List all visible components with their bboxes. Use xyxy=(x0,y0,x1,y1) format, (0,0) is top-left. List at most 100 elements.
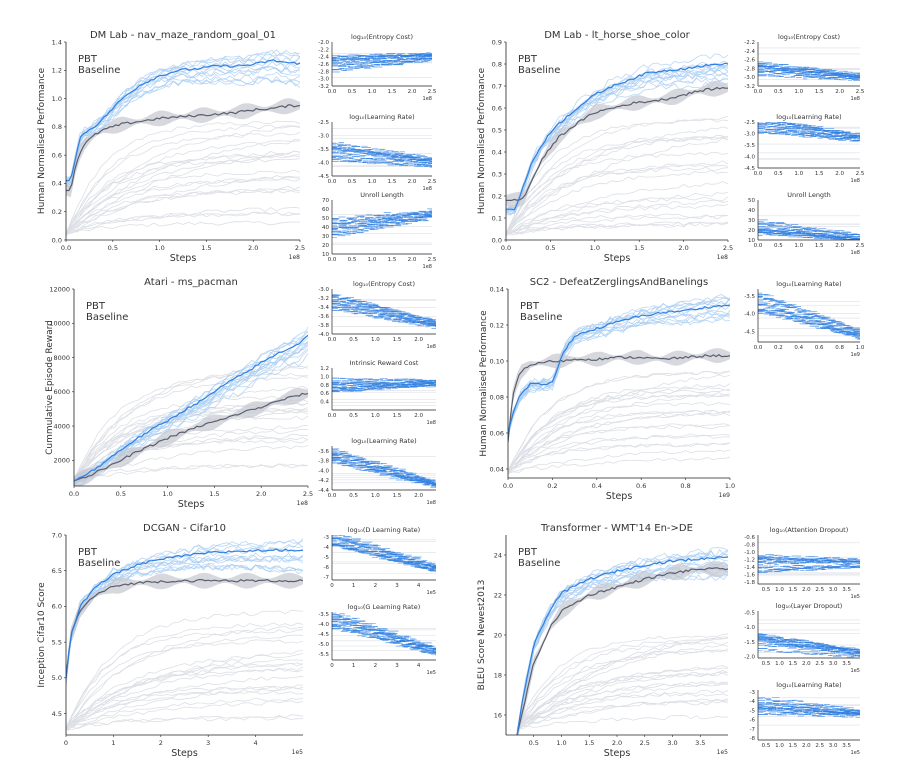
subplot-x-tick-label: 1.0 xyxy=(794,243,803,249)
subplot-x-tick-label: 0.5 xyxy=(348,89,357,95)
plot-area xyxy=(506,53,728,237)
y-axis-label: Cummulative Episode Reward xyxy=(45,320,55,455)
x-tick-label: 2.5 xyxy=(640,739,650,747)
subplot-title: log₁₀(Entropy Cost) xyxy=(353,280,415,288)
pbt-line xyxy=(508,304,730,434)
subplot-y-tick-label: -1.0 xyxy=(744,550,755,556)
hyperparam-trace xyxy=(758,74,860,81)
subplot-y-tick-label: -3.2 xyxy=(318,296,329,302)
subplot-y-tick-label: 0.8 xyxy=(320,383,329,389)
background-run xyxy=(508,370,730,472)
background-run xyxy=(66,124,300,234)
subplot-y-tick-label: -4.4 xyxy=(318,488,329,494)
subplot-y-tick-label: 70 xyxy=(322,198,329,204)
subplot-y-tick-label: -7 xyxy=(324,575,330,581)
subplot-y-tick-label: 60 xyxy=(322,207,329,213)
hyperparam-subplot-2: -3.6 -3.8 -4.0 -4.2 -4.40.0 0.5 1.0 1.5 2.0 1e8 lo… xyxy=(318,437,436,506)
pbt-population-run xyxy=(66,555,303,680)
subplot-y-tick-label: 10 xyxy=(322,252,329,258)
subplot-y-tick-label: 20 xyxy=(748,228,755,234)
baseline-band xyxy=(66,572,303,683)
x-axis-label: Steps xyxy=(604,253,631,264)
hyperparam-trace xyxy=(758,61,860,75)
legend-baseline: Baseline xyxy=(518,65,560,76)
subplot-x-multiplier: 1e5 xyxy=(427,670,436,676)
background-run xyxy=(508,402,730,474)
x-tick-label: 4 xyxy=(254,739,258,747)
hyperparam-trace xyxy=(332,535,436,567)
hyperparam-trace xyxy=(758,703,860,713)
subplot-x-tick-label: 0.0 xyxy=(328,337,337,343)
background-run xyxy=(66,666,303,729)
hyperparam-trace xyxy=(758,698,859,711)
subplot-y-tick-label: -4.0 xyxy=(318,161,329,167)
background-run xyxy=(66,675,303,728)
subplot-x-tick-label: 1 xyxy=(352,583,356,589)
hyperparam-trace xyxy=(332,216,432,234)
background-run xyxy=(74,385,308,480)
hyperparam-trace xyxy=(758,303,860,335)
background-run xyxy=(66,658,303,731)
background-run xyxy=(66,653,303,729)
y-tick-label: 24 xyxy=(494,551,502,559)
subplot-title: log₁₀(Attention Dropout) xyxy=(770,526,849,534)
background-run xyxy=(66,120,300,237)
y-tick-label: 8000 xyxy=(53,354,70,362)
background-run xyxy=(66,211,300,235)
hyperparam-trace xyxy=(787,123,860,134)
background-run xyxy=(516,715,728,730)
background-run xyxy=(508,449,730,474)
hyperparam-trace xyxy=(332,620,436,654)
subplot-x-tick-label: 2 xyxy=(374,583,378,589)
subplot-y-tick-label: 0.6 xyxy=(320,391,329,397)
background-run xyxy=(516,692,728,731)
subplot-x-tick-label: 0.5 xyxy=(348,257,357,263)
subplot-y-tick-label: -2.8 xyxy=(744,66,755,72)
subplot-y-tick-label: -7 xyxy=(750,727,756,733)
background-run xyxy=(66,132,300,234)
x-tick-label: 2.0 xyxy=(256,490,266,498)
x-tick-label: 1.0 xyxy=(556,739,566,747)
pbt-population-run xyxy=(66,555,303,681)
subplot-y-tick-label: 1.2 xyxy=(320,366,329,372)
subplot-y-tick-label: -6 xyxy=(750,718,756,724)
background-run xyxy=(508,409,730,473)
hyperparam-trace xyxy=(758,709,860,715)
y-tick-label: 0.04 xyxy=(490,465,504,473)
background-run xyxy=(66,697,303,731)
background-run xyxy=(66,629,303,728)
chart-title: DM Lab - lt_horse_shoe_color xyxy=(544,30,690,41)
background-run xyxy=(508,433,730,472)
y-tick-label: 18 xyxy=(494,671,502,679)
plot-area xyxy=(516,547,728,735)
y-tick-label: 2000 xyxy=(53,457,70,465)
pbt-population-run xyxy=(506,81,728,214)
hyperparam-trace xyxy=(758,131,860,142)
subplot-y-tick-label: -3.2 xyxy=(318,84,329,90)
pbt-population-run xyxy=(66,555,303,684)
y-tick-label: 0.6 xyxy=(52,151,62,159)
subplot-x-tick-label: 3.5 xyxy=(842,743,851,749)
subplot-title: Intrinsic Reward Cost xyxy=(350,359,419,367)
background-run xyxy=(66,220,300,234)
x-tick-label: 0.6 xyxy=(636,482,646,490)
subplot-x-multiplier: 1e8 xyxy=(423,96,432,102)
subplot-x-tick-label: 1.5 xyxy=(393,413,402,419)
subplot-x-tick-label: 0.0 xyxy=(328,413,337,419)
subplot-title: log₁₀(Layer Dropout) xyxy=(776,602,843,610)
subplot-y-tick-label: -3.0 xyxy=(318,134,329,140)
hyperparam-trace xyxy=(758,564,860,570)
baseline-band xyxy=(517,561,728,735)
background-run xyxy=(74,365,308,482)
hyperparam-trace xyxy=(758,643,860,654)
pbt-population-run xyxy=(508,311,730,432)
hyperparam-trace xyxy=(758,300,860,334)
pbt-population-run xyxy=(66,552,303,677)
hyperparam-subplot-0: -3.0 -3.2 -3.4 -3.6 -3.8 -4.00.0 0.5 1.0 1.5 2.0 1… xyxy=(318,280,436,350)
hyperparam-trace xyxy=(758,233,860,240)
y-tick-label: 1.0 xyxy=(52,95,62,103)
background-run xyxy=(66,650,303,731)
background-run xyxy=(66,686,303,730)
background-run xyxy=(516,648,728,729)
